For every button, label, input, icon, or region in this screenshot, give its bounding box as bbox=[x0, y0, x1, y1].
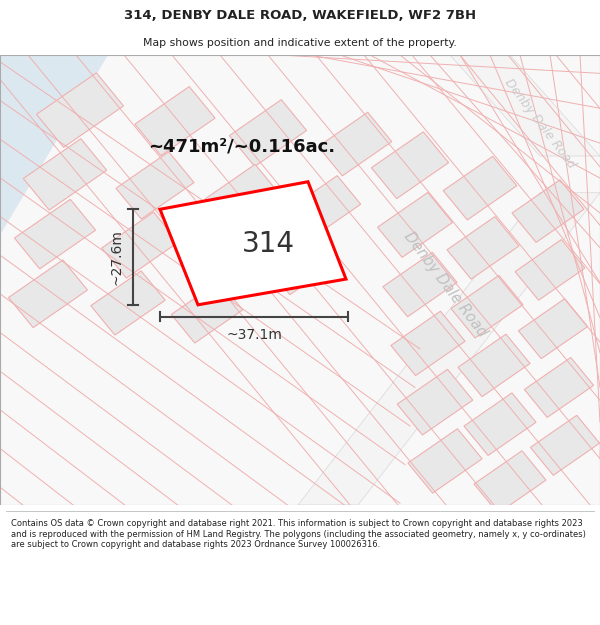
Polygon shape bbox=[205, 164, 279, 229]
Text: 314: 314 bbox=[241, 230, 295, 258]
Polygon shape bbox=[298, 192, 600, 505]
Polygon shape bbox=[37, 73, 124, 148]
Polygon shape bbox=[524, 357, 593, 418]
Text: Map shows position and indicative extent of the property.: Map shows position and indicative extent… bbox=[143, 38, 457, 48]
Text: Denby Dale Road: Denby Dale Road bbox=[502, 76, 578, 171]
Polygon shape bbox=[515, 239, 585, 300]
Polygon shape bbox=[447, 217, 519, 279]
Polygon shape bbox=[512, 180, 584, 243]
Polygon shape bbox=[450, 55, 600, 156]
Polygon shape bbox=[377, 192, 452, 258]
Text: ~471m²/~0.116ac.: ~471m²/~0.116ac. bbox=[148, 138, 335, 156]
Text: Contains OS data © Crown copyright and database right 2021. This information is : Contains OS data © Crown copyright and d… bbox=[11, 519, 586, 549]
Polygon shape bbox=[267, 234, 337, 294]
Polygon shape bbox=[371, 132, 449, 199]
Polygon shape bbox=[318, 112, 392, 176]
Polygon shape bbox=[443, 156, 517, 220]
Polygon shape bbox=[383, 253, 457, 317]
Polygon shape bbox=[464, 393, 536, 456]
Polygon shape bbox=[172, 281, 242, 343]
Polygon shape bbox=[135, 86, 215, 156]
Polygon shape bbox=[116, 152, 194, 219]
Text: ~37.1m: ~37.1m bbox=[226, 328, 282, 342]
Polygon shape bbox=[91, 271, 165, 335]
Polygon shape bbox=[23, 139, 107, 210]
Polygon shape bbox=[391, 311, 465, 376]
Text: 314, DENBY DALE ROAD, WAKEFIELD, WF2 7BH: 314, DENBY DALE ROAD, WAKEFIELD, WF2 7BH bbox=[124, 9, 476, 22]
Polygon shape bbox=[451, 276, 523, 338]
Polygon shape bbox=[229, 100, 307, 166]
Polygon shape bbox=[102, 212, 178, 278]
Polygon shape bbox=[8, 260, 88, 328]
Text: Denby Dale Road: Denby Dale Road bbox=[401, 229, 490, 340]
Polygon shape bbox=[474, 451, 546, 513]
Polygon shape bbox=[185, 223, 259, 287]
Text: ~27.6m: ~27.6m bbox=[109, 229, 123, 285]
Polygon shape bbox=[397, 369, 473, 435]
Polygon shape bbox=[530, 416, 599, 475]
Polygon shape bbox=[408, 429, 482, 493]
Polygon shape bbox=[0, 55, 108, 235]
Polygon shape bbox=[160, 182, 346, 305]
Polygon shape bbox=[458, 334, 530, 397]
Polygon shape bbox=[518, 299, 587, 359]
Polygon shape bbox=[289, 176, 361, 238]
Polygon shape bbox=[14, 199, 95, 269]
